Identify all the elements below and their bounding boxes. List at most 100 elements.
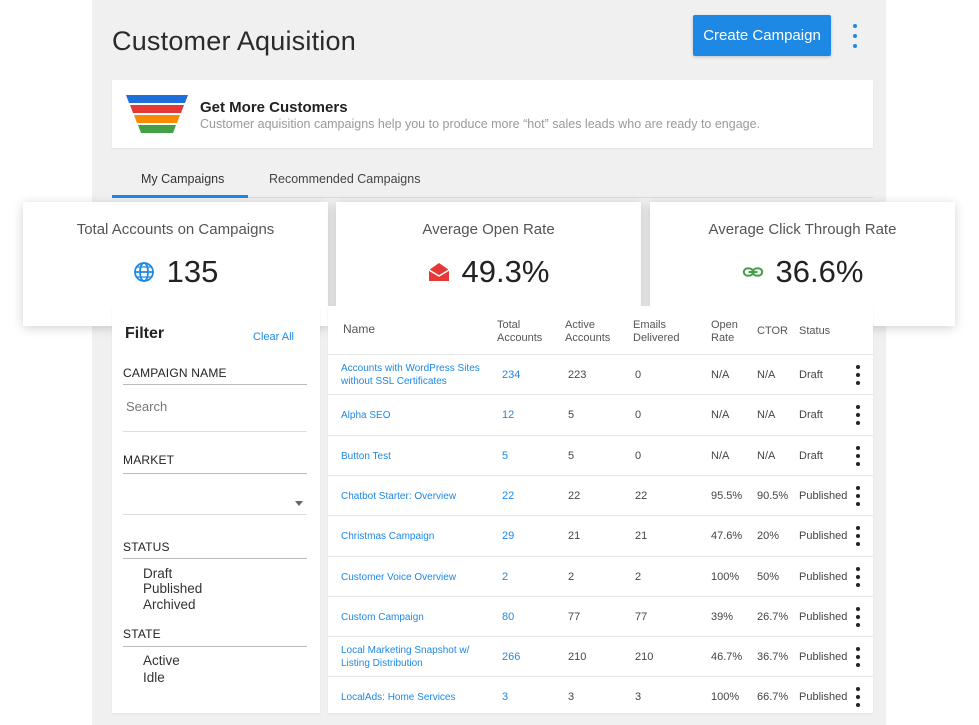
filter-panel: Filter Clear All CAMPAIGN NAME Search MA… <box>112 306 320 713</box>
status-option-draft[interactable]: Draft <box>143 566 173 581</box>
open-rate-cell: N/A <box>711 449 730 462</box>
emails-delivered-cell: 22 <box>635 489 648 502</box>
more-options-icon[interactable] <box>846 22 864 50</box>
stat-label: Average Click Through Rate <box>708 221 897 238</box>
active-accounts-cell: 77 <box>568 610 581 623</box>
campaign-name-link[interactable]: Chatbot Starter: Overview <box>341 490 457 502</box>
ctor-cell: 20% <box>757 530 780 543</box>
emails-delivered-cell: 0 <box>635 449 642 462</box>
stat-value: 36.6% <box>775 254 864 289</box>
campaign-name-link[interactable]: Christmas Campaign <box>341 531 435 543</box>
campaign-name-link[interactable]: Custom Campaign <box>341 611 424 623</box>
open-rate-cell: 47.6% <box>711 530 743 543</box>
banner-title: Get More Customers <box>200 99 348 116</box>
row-more-options-icon[interactable] <box>854 405 862 426</box>
open-rate-cell: 100% <box>711 570 740 583</box>
status-cell: Draft <box>799 449 823 462</box>
status-option-archived[interactable]: Archived <box>143 597 196 612</box>
active-accounts-cell: 223 <box>568 369 587 381</box>
column-header-active-accounts[interactable]: Active Accounts <box>565 319 611 344</box>
status-label: STATUS <box>123 540 170 554</box>
emails-delivered-cell: 210 <box>635 651 654 664</box>
total-accounts-cell[interactable]: 266 <box>502 651 521 664</box>
ctor-cell: N/A <box>757 369 776 381</box>
ctor-cell: 90.5% <box>757 489 789 502</box>
ctor-cell: 36.7% <box>757 651 789 664</box>
table-row: Button Test 5 5 0 N/A N/A Draft <box>328 434 873 475</box>
campaign-name-link[interactable]: Customer Voice Overview <box>341 571 457 583</box>
emails-delivered-cell: 0 <box>635 409 642 422</box>
emails-delivered-cell: 0 <box>635 369 642 381</box>
active-accounts-cell: 210 <box>568 651 587 664</box>
ctor-cell: 66.7% <box>757 691 789 704</box>
total-accounts-cell[interactable]: 5 <box>502 449 509 462</box>
open-rate-cell: 95.5% <box>711 489 743 502</box>
row-more-options-icon[interactable] <box>854 606 862 627</box>
chevron-down-icon[interactable] <box>295 501 303 506</box>
column-header-ctor[interactable]: CTOR <box>757 325 788 337</box>
campaign-name-search-input[interactable]: Search <box>126 399 168 414</box>
campaigns-table: Name Total Accounts Active Accounts Emai… <box>328 306 873 713</box>
banner-subtitle: Customer aquisition campaigns help you t… <box>200 117 761 131</box>
filter-title: Filter <box>125 325 165 342</box>
table-row: LocalAds: Home Services 3 3 3 100% 66.7% Publi… <box>328 676 873 716</box>
page-title: Customer Aquisition <box>112 26 356 56</box>
select-underline <box>123 514 307 515</box>
status-cell: Draft <box>799 369 823 381</box>
row-more-options-icon[interactable] <box>854 365 862 385</box>
funnel-icon <box>126 95 188 133</box>
status-cell: Draft <box>799 409 823 422</box>
total-accounts-cell[interactable]: 2 <box>502 570 509 583</box>
ctor-cell: N/A <box>757 409 776 422</box>
column-header-open-rate[interactable]: Open Rate <box>711 319 738 344</box>
state-option-idle[interactable]: Idle <box>143 670 165 685</box>
row-more-options-icon[interactable] <box>854 526 862 547</box>
state-option-active[interactable]: Active <box>143 653 180 668</box>
tab-my-campaigns[interactable]: My Campaigns <box>141 172 225 186</box>
globe-icon <box>133 261 155 283</box>
tab-recommended-campaigns[interactable]: Recommended Campaigns <box>269 172 421 186</box>
table-row: Chatbot Starter: Overview 22 22 22 95.5% 90.5… <box>328 474 873 515</box>
total-accounts-cell[interactable]: 22 <box>502 489 515 502</box>
column-header-status[interactable]: Status <box>799 325 831 337</box>
ctor-cell: 26.7% <box>757 610 789 623</box>
total-accounts-cell[interactable]: 234 <box>502 369 521 381</box>
clear-all-link[interactable]: Clear All <box>253 331 294 343</box>
market-select[interactable] <box>123 474 307 514</box>
total-accounts-cell[interactable]: 3 <box>502 691 509 704</box>
column-header-total-accounts[interactable]: Total Accounts <box>497 319 543 344</box>
column-header-emails-delivered[interactable]: Emails Delivered <box>633 319 680 344</box>
row-more-options-icon[interactable] <box>854 647 862 668</box>
campaign-name-link[interactable]: Alpha SEO <box>341 410 391 422</box>
campaign-tabs: My Campaigns Recommended Campaigns <box>112 160 873 198</box>
stat-card-total-accounts: Total Accounts on Campaigns 135 <box>23 202 328 326</box>
campaign-name-link[interactable]: Button Test <box>341 450 391 462</box>
table-row: Accounts with WordPress Sites without SS… <box>328 354 873 394</box>
emails-delivered-cell: 21 <box>635 530 648 543</box>
open-rate-cell: 100% <box>711 691 740 704</box>
divider <box>123 558 307 559</box>
total-accounts-cell[interactable]: 12 <box>502 409 515 422</box>
row-more-options-icon[interactable] <box>854 566 862 587</box>
create-campaign-button[interactable]: Create Campaign <box>693 15 831 56</box>
row-more-options-icon[interactable] <box>854 445 862 466</box>
campaign-name-link[interactable]: Local Marketing Snapshot w/ Listing Dist… <box>341 645 470 670</box>
stat-card-open-rate: Average Open Rate 49.3% <box>336 202 641 326</box>
row-more-options-icon[interactable] <box>854 687 862 708</box>
row-more-options-icon[interactable] <box>854 485 862 506</box>
column-header-name[interactable]: Name <box>343 322 376 336</box>
active-accounts-cell: 3 <box>568 691 575 704</box>
emails-delivered-cell: 3 <box>635 691 642 704</box>
status-option-published[interactable]: Published <box>143 581 203 596</box>
emails-delivered-cell: 2 <box>635 570 642 583</box>
total-accounts-cell[interactable]: 29 <box>502 530 515 543</box>
active-accounts-cell: 22 <box>568 489 581 502</box>
stat-value: 49.3% <box>461 254 550 289</box>
total-accounts-cell[interactable]: 80 <box>502 610 515 623</box>
table-row: Alpha SEO 12 5 0 N/A N/A Draft <box>328 394 873 434</box>
campaign-name-link[interactable]: LocalAds: Home Services <box>341 692 456 704</box>
table-row: Customer Voice Overview 2 2 2 100% 50% Publish… <box>328 555 873 596</box>
campaign-name-link[interactable]: Accounts with WordPress Sites without SS… <box>341 363 480 387</box>
status-cell: Published <box>799 610 848 623</box>
table-row: Christmas Campaign 29 21 21 47.6% 20% Publishe… <box>328 515 873 555</box>
